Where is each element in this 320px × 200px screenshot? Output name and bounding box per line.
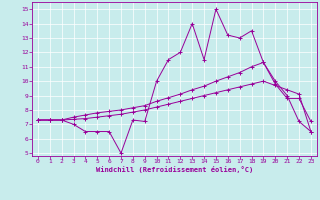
- X-axis label: Windchill (Refroidissement éolien,°C): Windchill (Refroidissement éolien,°C): [96, 166, 253, 173]
